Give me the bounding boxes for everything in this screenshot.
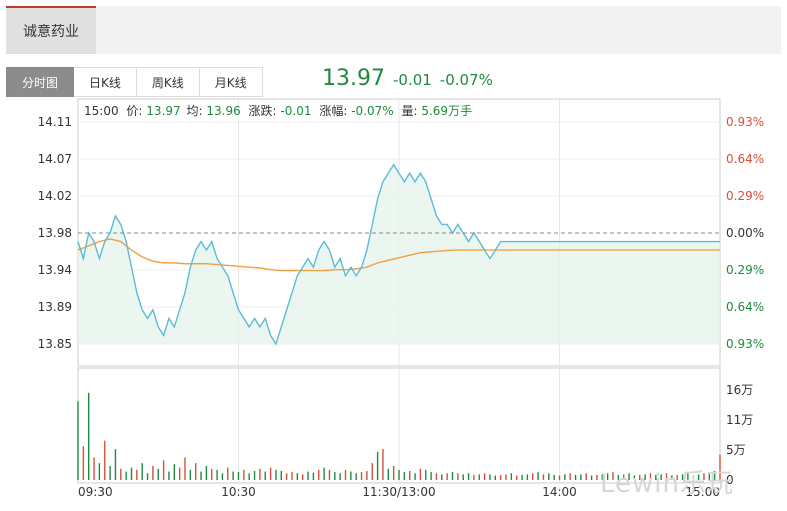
info-pct: -0.07% [351,104,393,118]
price-tick-label: 14.07 [38,152,72,166]
tab-daily-kline[interactable]: 日K线 [74,67,137,97]
tab-monthly-kline[interactable]: 月K线 [199,67,263,97]
pct-tick-label: 0.93% [726,115,764,129]
volume-tick-label: 16万 [726,383,753,397]
info-pct-label: 涨幅: [319,103,347,118]
volume-tick-label: 11万 [726,413,753,427]
price-line [77,163,720,346]
price-tick-label: 13.85 [38,337,72,351]
pct-tick-label: 0.64% [726,300,764,314]
price-tick-label: 14.11 [38,115,72,129]
price-tick-label: 13.89 [38,300,72,314]
info-vol: 5.69万手 [421,104,472,118]
pct-tick-label: 0.93% [726,337,764,351]
tab-intraday[interactable]: 分时图 [6,67,75,97]
pct-tick-label: 0.29% [726,263,764,277]
pct-tick-label: 0.64% [726,152,764,166]
time-tick-label: 11:30/13:00 [362,485,435,499]
info-change-label: 涨跌: [249,103,277,118]
time-tick-label: 09:30 [78,485,113,499]
price-tick-label: 13.98 [38,226,72,240]
axis-ticks: 14.11 0.93% 14.07 0.64% 14.02 0.29% 13.98 0.00%… [38,115,764,499]
quote-price: 13.97 [322,66,385,91]
avg-price-line [77,238,720,272]
info-price-label: 价: [126,104,142,118]
info-line: 15:00 价: 13.97 均: 13.96 涨跌: -0.01 涨幅: -0… [84,103,472,118]
info-avg-label: 均: [186,104,202,118]
stock-name-tab[interactable]: 诚意药业 [6,6,96,54]
time-tick-label: 14:00 [542,485,577,499]
info-avg: 13.96 [206,104,240,118]
volume-tick-label: 0 [726,473,734,487]
price-area [78,164,720,344]
quote-change: -0.01 [392,71,432,89]
chart-tabs: 分时图 日K线 周K线 月K线 [6,67,263,97]
tab-weekly-kline[interactable]: 周K线 [136,67,200,97]
watermark: Lewin乐玩 [600,469,734,499]
info-time: 15:00 [84,104,119,118]
info-vol-label: 量: [401,104,417,118]
price-tick-label: 14.02 [38,189,72,203]
info-change: -0.01 [280,104,311,118]
quote-change-pct: -0.07% [439,71,493,89]
volume-tick-label: 5万 [726,443,746,457]
pct-tick-label: 0.00% [726,226,764,240]
quote-summary: 13.97 -0.01 -0.07% [322,66,493,98]
volume-bars [77,392,721,480]
time-tick-label: 15:00 [685,485,720,499]
title-bar: 诚意药业 [6,6,781,54]
price-tick-label: 13.94 [38,263,72,277]
info-price: 13.97 [146,104,180,118]
pct-tick-label: 0.29% [726,189,764,203]
time-tick-label: 10:30 [221,485,256,499]
